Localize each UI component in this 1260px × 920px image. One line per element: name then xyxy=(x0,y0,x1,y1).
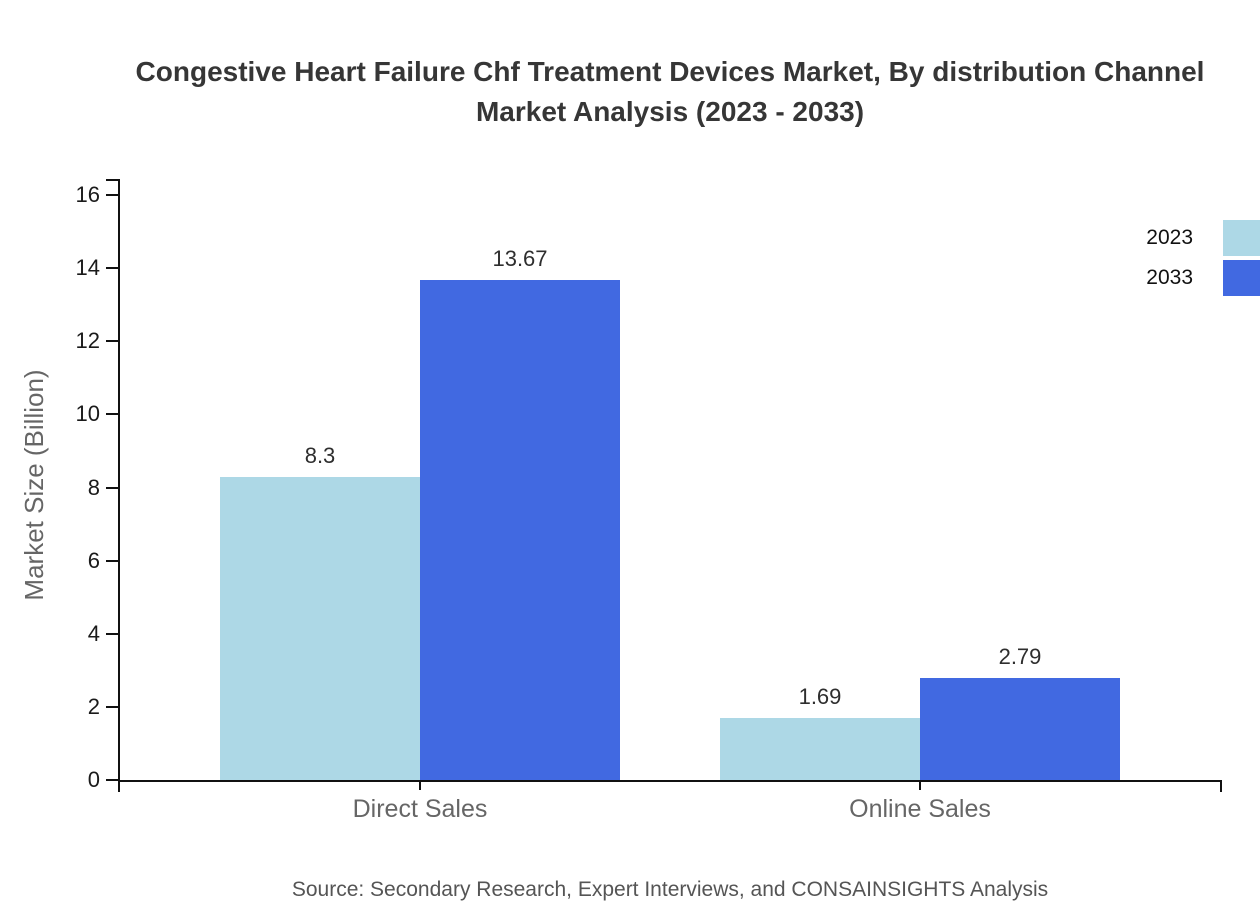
bar-2033-direct-sales xyxy=(420,280,620,780)
value-label: 8.3 xyxy=(304,442,336,468)
x-tick xyxy=(419,780,421,790)
category-label-online-sales: Online Sales xyxy=(849,795,991,823)
x-axis-line xyxy=(118,780,1222,782)
legend-label-2033: 2033 xyxy=(1146,266,1193,289)
y-tick-label: 6 xyxy=(87,547,100,573)
y-tick-label: 8 xyxy=(87,474,100,500)
y-tick-label: 0 xyxy=(87,767,100,792)
x-axis-right-cap xyxy=(1220,780,1222,792)
y-tick xyxy=(106,632,120,635)
y-tick-label: 12 xyxy=(75,328,100,354)
legend-swatch-2033 xyxy=(1223,260,1260,296)
y-tick-label: 4 xyxy=(87,620,100,646)
value-label: 13.67 xyxy=(492,246,548,272)
y-tick xyxy=(106,267,120,270)
y-tick xyxy=(106,559,120,562)
y-tick xyxy=(106,486,120,489)
y-tick-label: 14 xyxy=(75,255,100,281)
y-axis-top-cap xyxy=(106,179,120,181)
y-tick-label: 16 xyxy=(75,182,100,207)
value-label: 2.79 xyxy=(998,643,1042,669)
category-label-direct-sales: Direct Sales xyxy=(352,795,488,823)
x-tick xyxy=(919,780,921,790)
y-axis-line xyxy=(118,179,120,792)
y-tick xyxy=(106,194,120,196)
y-tick-label: 2 xyxy=(87,693,100,719)
y-tick xyxy=(106,705,120,708)
legend-label-2023: 2023 xyxy=(1146,226,1193,249)
y-tick xyxy=(106,779,120,781)
y-axis-title: Market Size (Billion) xyxy=(19,369,49,601)
bar-2033-online-sales xyxy=(920,677,1120,780)
bar-2023-direct-sales xyxy=(220,476,420,780)
y-tick xyxy=(106,340,120,343)
legend-swatch-2023 xyxy=(1223,220,1260,256)
y-tick-label: 10 xyxy=(75,401,100,427)
y-tick xyxy=(106,413,120,416)
chart-title-line-1: Congestive Heart Failure Chf Treatment D… xyxy=(135,56,1205,87)
bar-2023-online-sales xyxy=(720,718,920,780)
source-attribution: Source: Secondary Research, Expert Inter… xyxy=(291,878,1049,901)
chart-title: Congestive Heart Failure Chf Treatment D… xyxy=(0,52,1260,132)
chart-title-line-2: Market Analysis (2023 - 2033) xyxy=(475,96,865,127)
value-label: 1.69 xyxy=(798,684,842,710)
